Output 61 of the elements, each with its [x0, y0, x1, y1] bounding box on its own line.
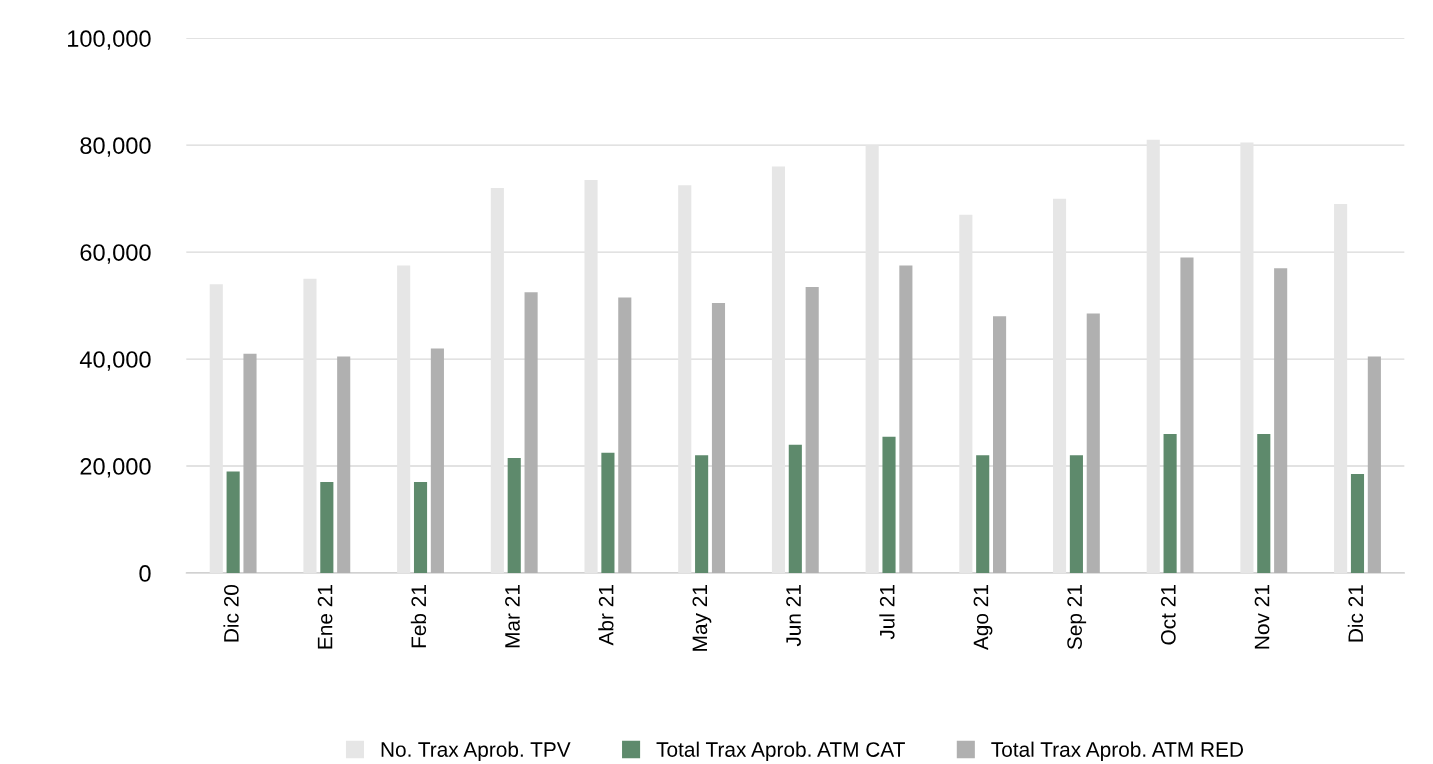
y-tick-label: 80,000: [80, 137, 151, 157]
x-tick-label: Nov 21: [1254, 585, 1270, 649]
x-tick-label: Ene 21: [317, 585, 333, 649]
x-tick-label: Dic 20: [223, 584, 239, 642]
bar: [1367, 356, 1381, 573]
x-tick-label: Jul 21: [879, 585, 895, 640]
y-tick-label: 60,000: [80, 244, 151, 264]
x-tick-label: Sep 21: [1067, 585, 1087, 650]
y-tick-label: 40,000: [79, 351, 151, 371]
legend-label: Total Trax Aprob. ATM CAT: [656, 741, 905, 762]
bar: [1334, 203, 1348, 573]
x-tick-label: Ago 21: [973, 585, 993, 651]
bar: [243, 353, 257, 573]
bar: [524, 292, 538, 573]
bar: [678, 185, 692, 573]
bar: [320, 482, 334, 573]
bar: [226, 471, 240, 573]
bar: [584, 179, 598, 573]
bar: [959, 214, 973, 573]
bar: [1086, 313, 1100, 573]
bar: [711, 302, 726, 573]
bar: [337, 356, 351, 573]
bar: [1350, 474, 1365, 573]
y-tick-label: 20,000: [80, 458, 151, 478]
bar: [771, 166, 786, 573]
bar: [805, 286, 819, 573]
bar: [303, 278, 317, 573]
y-tick-label: 0: [139, 565, 151, 582]
legend-label: Total Trax Aprob. ATM RED: [991, 741, 1243, 762]
bar: [1240, 142, 1254, 573]
bar: [1180, 257, 1194, 573]
bar: [1274, 268, 1288, 573]
bar: [865, 145, 879, 573]
bar: [1163, 433, 1177, 573]
y-tick-label: 100,000: [68, 30, 151, 50]
bar: [209, 284, 223, 573]
bar: [1069, 455, 1083, 573]
x-tick-label: Jun 21: [786, 585, 801, 647]
bar: [882, 436, 896, 573]
x-tick-label: Dic 21: [1347, 585, 1364, 642]
bar: [490, 187, 504, 573]
bar: [618, 297, 632, 573]
bar: [430, 348, 444, 573]
bar: [1146, 139, 1160, 573]
bar: [788, 444, 802, 573]
bar: [695, 455, 709, 573]
x-tick-label: Feb 21: [410, 585, 427, 648]
x-tick-label: Oct 21: [1160, 585, 1176, 645]
bar: [601, 452, 615, 573]
bar: [1052, 198, 1067, 573]
bar: [507, 458, 521, 573]
bar: [397, 265, 411, 573]
bar: [976, 455, 990, 573]
legend-label: No. Trax Aprob. TPV: [381, 741, 571, 762]
bar: [413, 482, 428, 573]
bar: [899, 265, 913, 573]
x-tick-label: Abr 21: [598, 585, 614, 646]
x-tick-label: Mar 21: [505, 585, 520, 648]
bar: [1257, 433, 1271, 573]
bar: [993, 316, 1007, 573]
x-tick-label: May 21: [692, 585, 712, 651]
